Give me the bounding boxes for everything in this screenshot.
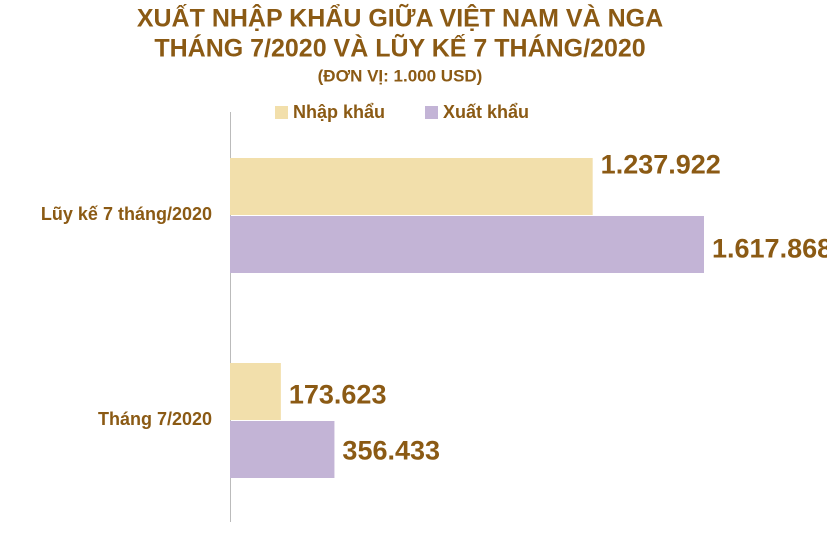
value-label: 1.617.868 (712, 234, 827, 264)
bar (230, 216, 704, 273)
legend-label: Xuất khẩu (443, 102, 529, 122)
y-tick-label: Tháng 7/2020 (98, 409, 212, 429)
value-label: 173.623 (289, 380, 387, 410)
chart-title: XUẤT NHẬP KHẨU GIỮA VIỆT NAM VÀ NGA (137, 3, 663, 33)
bar (230, 421, 335, 478)
chart-title: THÁNG 7/2020 VÀ LŨY KẾ 7 THÁNG/2020 (154, 33, 645, 63)
bar (230, 158, 593, 215)
legend-swatch (275, 106, 288, 119)
value-label: 1.237.922 (601, 150, 721, 180)
bar (230, 363, 281, 420)
value-label: 356.433 (342, 436, 440, 466)
chart-subtitle: (ĐƠN VỊ: 1.000 USD) (318, 66, 483, 85)
legend-label: Nhập khẩu (293, 102, 385, 122)
y-tick-label: Lũy kế 7 tháng/2020 (41, 204, 212, 224)
legend-swatch (425, 106, 438, 119)
